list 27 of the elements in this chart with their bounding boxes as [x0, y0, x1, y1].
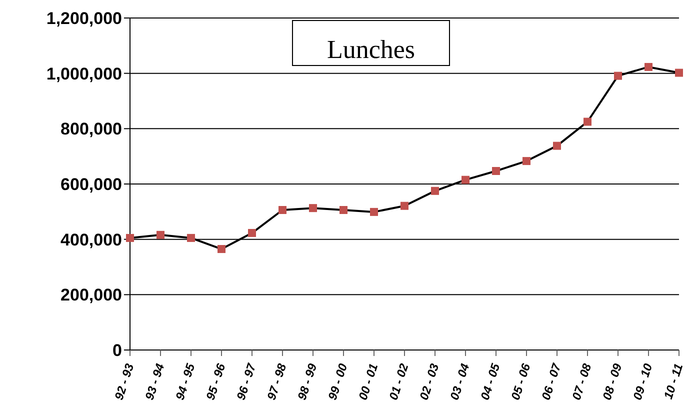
x-tick-label: 93 - 94: [142, 362, 168, 402]
x-tick-label: 06 - 07: [538, 360, 564, 402]
x-tick-label: 92 - 93: [112, 362, 137, 402]
x-tick-label: 01 - 02: [386, 362, 412, 402]
x-tick-label: 03 - 04: [447, 362, 472, 402]
x-tick-label: 07 - 08: [569, 362, 594, 402]
x-tick-label: 09 - 10: [630, 362, 656, 402]
x-tick-label: 00 - 01: [356, 362, 381, 402]
x-tick-label: 04 - 05: [478, 362, 503, 402]
x-tick-label: 95 - 96: [203, 362, 228, 402]
x-tick-label: 08 - 09: [600, 362, 625, 402]
x-tick-label: 94 - 95: [172, 362, 198, 402]
x-tick-label: 10 - 11: [661, 362, 686, 401]
y-tick-label: 800,000: [60, 120, 122, 139]
y-tick-label: 1,000,000: [46, 64, 122, 84]
y-tick-label: 0: [112, 341, 122, 360]
y-tick-label: 600,000: [60, 175, 122, 194]
x-tick-label: 96 - 97: [234, 360, 260, 402]
x-tick-label: 97 - 98: [264, 362, 290, 402]
y-tick-label: 400,000: [60, 230, 122, 250]
x-tick-label: 99 - 00: [325, 362, 350, 402]
x-tick-label: 98 - 99: [294, 362, 320, 402]
x-tick-label: 05 - 06: [508, 362, 534, 402]
y-tick-label: 200,000: [60, 286, 122, 305]
text: Lunches: [292, 20, 450, 66]
x-tick-label: 02 - 03: [416, 362, 442, 402]
y-tick-label: 1,200,000: [46, 9, 122, 28]
